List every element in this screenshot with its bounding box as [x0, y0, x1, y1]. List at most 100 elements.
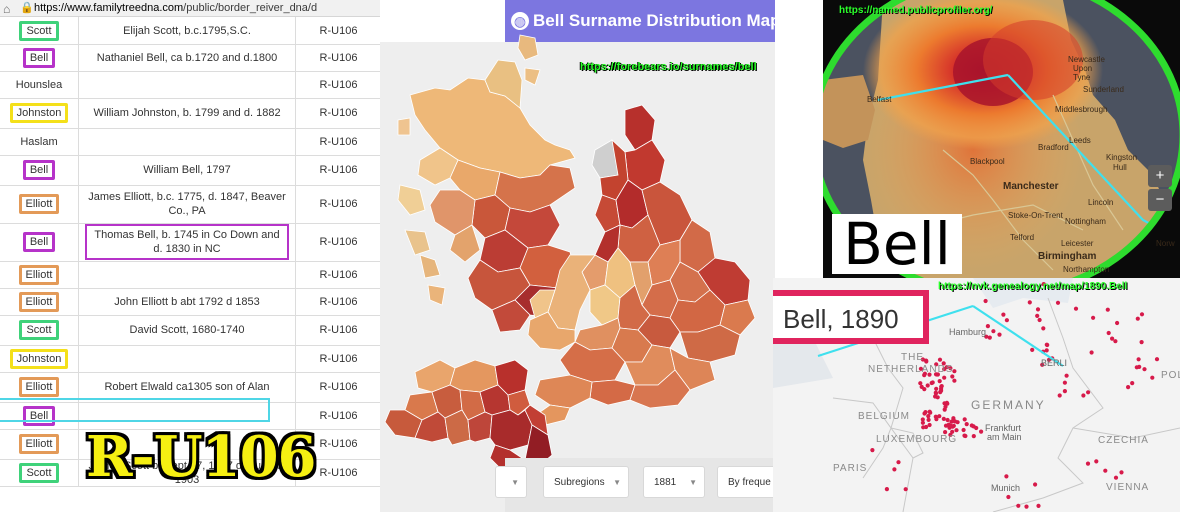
label-luxembourg: LUXEMBOURG: [876, 434, 958, 445]
region-select[interactable]: ▼: [495, 466, 527, 498]
bell-dot: [1154, 357, 1160, 362]
ancestor-label: Thomas Bell, b. 1745 in Co Down and d. 1…: [85, 224, 289, 260]
bell-dot: [933, 390, 938, 395]
forebears-header: ◍ Bell Surname Distribution Map: [505, 0, 775, 42]
place-upon: Upon: [1073, 64, 1092, 73]
table-row: Elliott R-U106: [0, 429, 380, 460]
place-leicester: Leicester: [1061, 239, 1094, 248]
surname-cell: Scott: [0, 315, 78, 345]
bell-dot: [1135, 316, 1140, 321]
bell-dot: [950, 374, 955, 379]
surname-label: Bell: [22, 405, 56, 426]
zoom-out-button[interactable]: −: [1148, 189, 1172, 211]
surname-label: Elliott: [18, 291, 60, 312]
bell-dot: [1139, 340, 1144, 345]
bell-dot: [937, 357, 943, 362]
surname-label: Johnston: [9, 103, 69, 123]
bell-dot: [922, 411, 927, 416]
surname-overlay: Bell: [832, 214, 962, 274]
bell-dot: [941, 361, 946, 366]
place-birmingham: Birmingham: [1038, 251, 1096, 262]
nvk-genealogy-panel: Bell, 1890 https://nvk.genealogy.net/map…: [773, 278, 1180, 512]
place-blackpool: Blackpool: [970, 157, 1005, 166]
ancestor-cell: [78, 402, 296, 429]
bell-dot: [983, 298, 988, 304]
surname-cell: Scott: [0, 17, 78, 44]
bell-dot: [1027, 300, 1032, 305]
bell-dot: [971, 434, 976, 439]
label-netherlands: NETHERLANDS: [868, 364, 954, 375]
table-row: Johnston William Johnston, b. 1799 and d.…: [0, 98, 380, 129]
bell-dot: [918, 381, 923, 386]
bell-dot: [941, 416, 946, 421]
bell-dot: [1139, 312, 1145, 317]
bell-dot: [919, 384, 924, 389]
ireland-region[interactable]: [384, 359, 553, 471]
haplogroup-cell: R-U106: [319, 198, 358, 210]
url-path: /public/border_reiver_dna/d: [183, 2, 318, 14]
table-row: Scott James Scott b. Sept 27, 1827 d. Aug…: [0, 459, 380, 487]
bell-dot: [944, 365, 949, 370]
bell-dot: [1126, 385, 1131, 390]
bell-dot: [1089, 350, 1094, 355]
ancestor-cell: William Bell, 1797: [78, 155, 296, 185]
ancestor-cell: [78, 429, 296, 459]
bell-dot: [1062, 380, 1067, 385]
address-bar[interactable]: ⌂ 🔒 https://www.familytreedna.com/public…: [0, 0, 380, 17]
table-row: Hounslea R-U106: [0, 71, 380, 99]
bell-dot: [927, 409, 932, 414]
subregions-select[interactable]: Subregions ▼: [543, 466, 629, 498]
surname-label: Elliott: [18, 377, 60, 397]
haplogroup-cell: R-U106: [319, 24, 358, 37]
bell-dot: [991, 329, 996, 334]
bell-dot: [985, 324, 990, 329]
bell-dot: [1006, 494, 1011, 500]
place-sunderland: Sunderland: [1083, 85, 1124, 94]
bell-dot: [1040, 362, 1045, 367]
bell-dot: [1001, 312, 1006, 317]
haplogroup-cell: R-U106: [319, 324, 358, 336]
address-url[interactable]: https://www.familytreedna.com/public/bor…: [34, 0, 317, 16]
bell-dot: [1085, 461, 1091, 466]
label-vienna: VIENNA: [1106, 482, 1150, 493]
bell-dot: [933, 394, 938, 399]
uk-ireland-choropleth[interactable]: [380, 0, 775, 512]
haplogroup-cell: R-U106: [319, 295, 358, 308]
zoom-in-button[interactable]: +: [1148, 165, 1172, 187]
heat-map[interactable]: Newcastle Upon Tyne Sunderland Middlesbr…: [823, 0, 1180, 278]
surname-cell: Elliott: [0, 288, 78, 315]
label-paris: PARIS: [833, 463, 868, 474]
year-select[interactable]: 1881 ▼: [643, 466, 705, 498]
bell-dot: [870, 448, 875, 453]
ancestor-cell: [78, 345, 296, 372]
bell-dot: [1037, 317, 1042, 323]
table-row: Bell Nathaniel Bell, ca b.1720 and d.1800…: [0, 44, 380, 72]
bell-dot: [927, 372, 932, 377]
bell-dot: [1142, 367, 1147, 372]
map-title: Bell, 1890: [783, 304, 899, 334]
england-wales-region[interactable]: [527, 104, 756, 426]
publicprofiler-panel: Newcastle Upon Tyne Sunderland Middlesbr…: [823, 0, 1180, 278]
ancestor-cell: Thomas Bell, b. 1745 in Co Down and d. 1…: [78, 223, 296, 261]
label-pol: POL: [1161, 370, 1180, 381]
bell-dot: [934, 386, 939, 391]
place-northampton: Northampton: [1063, 265, 1109, 274]
scotland-region[interactable]: [397, 34, 581, 336]
bell-dot: [1041, 282, 1046, 287]
bell-dot: [921, 425, 926, 430]
haplogroup-cell: R-U106: [319, 268, 358, 281]
label-munich: Munich: [991, 483, 1021, 493]
table-row: Johnston R-U106: [0, 345, 380, 373]
surname-cell: Haslam: [0, 128, 78, 155]
table-row: Elliott Robert Elwald ca1305 son of Alan R…: [0, 372, 380, 403]
sort-select[interactable]: By freque: [717, 466, 775, 498]
ancestor-cell: Elijah Scott, b.c.1795,S.C.: [78, 17, 296, 44]
haplogroup-cell: R-U106: [319, 78, 358, 91]
haplogroup-cell: R-U106: [319, 438, 358, 450]
home-icon[interactable]: ⌂: [3, 2, 11, 16]
place-leeds: Leeds: [1069, 136, 1091, 145]
bell-dot: [924, 358, 929, 363]
bell-dot: [950, 429, 955, 434]
place-nottingham: Nottingham: [1065, 217, 1106, 226]
